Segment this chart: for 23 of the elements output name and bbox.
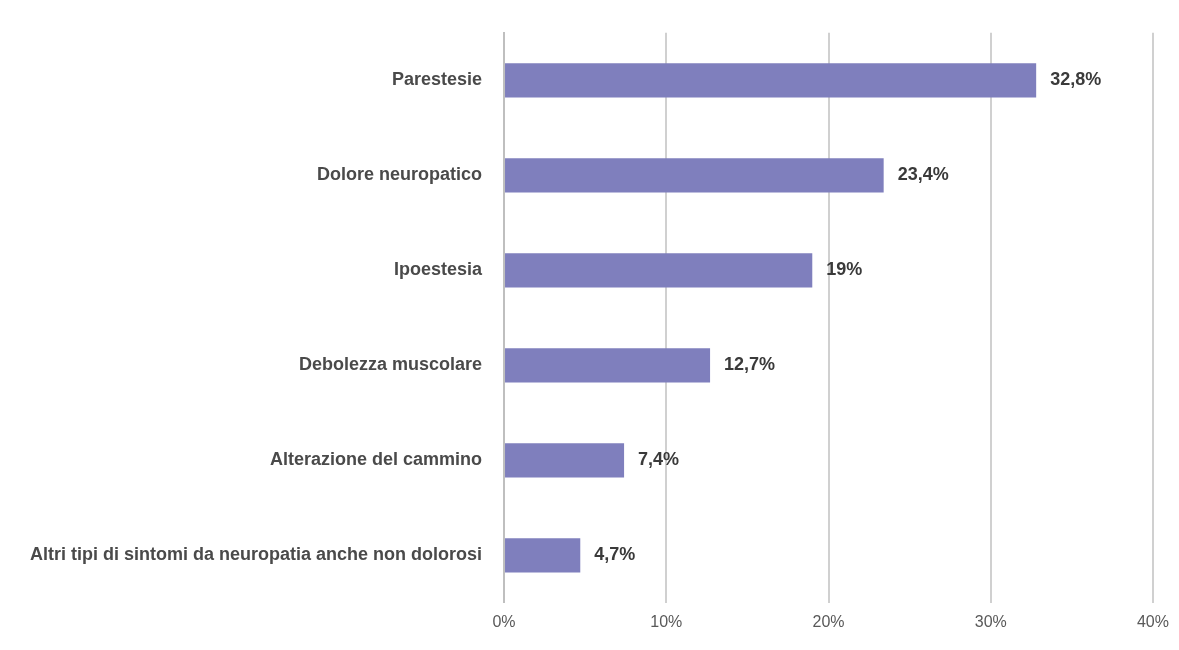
bar bbox=[505, 158, 884, 193]
bar bbox=[505, 538, 581, 573]
bar bbox=[505, 443, 625, 478]
y-tick-label: Parestesie bbox=[391, 69, 483, 90]
data-label: 23,4% bbox=[897, 164, 949, 185]
y-tick-label: Alterazione del cammino bbox=[269, 449, 483, 470]
data-label: 19% bbox=[826, 259, 863, 280]
y-tick-label: Dolore neuropatico bbox=[317, 164, 483, 185]
data-label: 12,7% bbox=[724, 354, 776, 375]
y-tick-label: Altri tipi di sintomi da neuropatia anche non dolorosi bbox=[29, 544, 483, 565]
data-label: 32,8% bbox=[1050, 69, 1102, 90]
x-tick-label: 0% bbox=[492, 612, 516, 630]
y-tick-label: Debolezza muscolare bbox=[298, 354, 483, 375]
x-tick-label: 10% bbox=[650, 612, 683, 630]
y-tick-label: Ipoestesia bbox=[393, 259, 483, 280]
x-tick-label: 40% bbox=[1136, 612, 1169, 630]
bar bbox=[505, 63, 1037, 98]
x-tick-label: 20% bbox=[812, 612, 845, 630]
data-label: 7,4% bbox=[638, 449, 680, 470]
bar bbox=[505, 348, 711, 383]
data-label: 4,7% bbox=[594, 544, 636, 565]
bar bbox=[505, 253, 813, 288]
x-tick-label: 30% bbox=[974, 612, 1007, 630]
